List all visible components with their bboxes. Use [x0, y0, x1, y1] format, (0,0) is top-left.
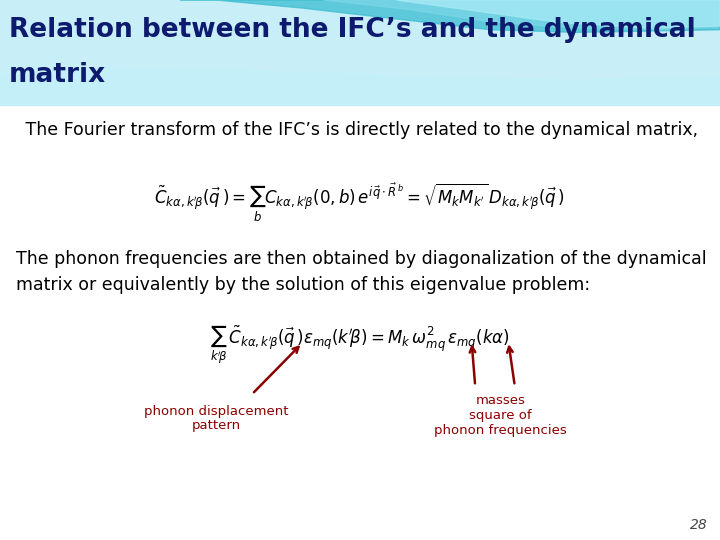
- Text: masses
square of
phonon frequencies: masses square of phonon frequencies: [434, 394, 567, 437]
- Text: Relation between the IFC’s and the dynamical: Relation between the IFC’s and the dynam…: [9, 17, 696, 43]
- Text: matrix: matrix: [9, 62, 106, 87]
- Text: The phonon frequencies are then obtained by diagonalization of the dynamical: The phonon frequencies are then obtained…: [16, 250, 706, 268]
- Polygon shape: [396, 0, 720, 28]
- Bar: [0, 0, 720, 105]
- Polygon shape: [324, 0, 720, 30]
- Text: matrix or equivalently by the solution of this eigenvalue problem:: matrix or equivalently by the solution o…: [16, 276, 590, 294]
- Polygon shape: [0, 68, 720, 105]
- Text: 28: 28: [690, 518, 707, 532]
- Text: $\sum_{k'\!\beta}\,\tilde{C}_{k\alpha,k'\!\beta}(\vec{q}\,)\varepsilon_{mq}(k'\!: $\sum_{k'\!\beta}\,\tilde{C}_{k\alpha,k'…: [210, 324, 510, 367]
- Text: The Fourier transform of the IFC’s is directly related to the dynamical matrix,: The Fourier transform of the IFC’s is di…: [9, 120, 698, 139]
- Text: $\tilde{C}_{k\alpha,k'\!\beta}(\vec{q}\,) = \sum_{b} C_{k\alpha,k'\!\beta}(0,b)\: $\tilde{C}_{k\alpha,k'\!\beta}(\vec{q}\,…: [155, 181, 565, 224]
- Polygon shape: [180, 0, 720, 32]
- Text: phonon displacement
pattern: phonon displacement pattern: [144, 404, 288, 433]
